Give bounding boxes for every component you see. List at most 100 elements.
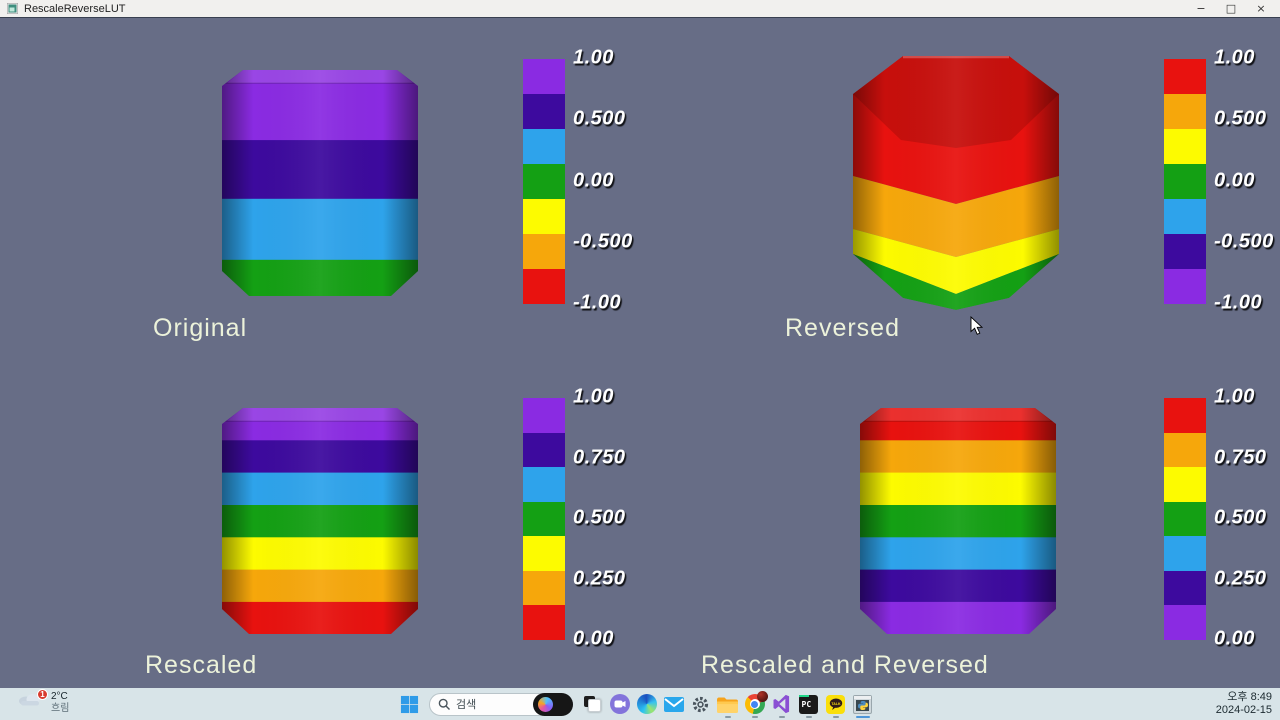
minimize-button[interactable]: − xyxy=(1196,2,1206,15)
renderer-rescaled[interactable]: 1.00 0.750 0.500 0.250 0.00 Rescaled xyxy=(0,353,640,688)
scalar-bar-tick: 0.00 xyxy=(1214,627,1255,650)
corner-label-original: Original xyxy=(153,314,248,342)
running-indicator xyxy=(855,715,870,718)
scalar-bar-rescaled-reversed: 1.00 0.750 0.500 0.250 0.00 xyxy=(1164,386,1266,650)
scalar-bar-color-violet xyxy=(1164,269,1206,304)
scalar-bar-blocks xyxy=(523,398,565,641)
search-placeholder: 검색 xyxy=(456,699,477,711)
scalar-bar-blocks xyxy=(523,59,565,304)
scalar-bar-tick: 0.250 xyxy=(573,567,626,590)
clock-time: 오후 8:49 xyxy=(1227,691,1272,703)
scalar-bar-color-indigo xyxy=(523,94,565,129)
taskbar-clock[interactable]: 오후 8:49 2024-02-15 xyxy=(1216,691,1272,717)
weather-condition: 흐림 xyxy=(51,703,70,714)
start-button[interactable] xyxy=(396,689,423,719)
cylinder-rescaled-reversed[interactable] xyxy=(860,408,1056,639)
scalar-bar-color-yellow xyxy=(523,199,565,234)
scalar-bar-color-blue xyxy=(523,467,565,502)
corner-label-reversed: Reversed xyxy=(785,314,900,342)
scalar-bar-color-blue xyxy=(1164,199,1206,234)
scalar-bar-blocks xyxy=(1164,59,1206,304)
maximize-button[interactable]: □ xyxy=(1225,2,1237,15)
cloud-icon xyxy=(19,694,40,706)
taskbar: 1 2°C 흐림 검색 xyxy=(0,688,1280,720)
scalar-bar-tick: 1.00 xyxy=(1214,46,1255,69)
visual-studio-icon[interactable] xyxy=(768,689,795,719)
chrome-icon[interactable] xyxy=(741,689,768,719)
scalar-bar-color-green xyxy=(523,501,565,537)
app-icon xyxy=(7,3,18,14)
scalar-bar-blocks xyxy=(1164,398,1206,641)
running-indicator xyxy=(832,715,839,718)
edge-icon[interactable] xyxy=(633,689,660,719)
running-indicator xyxy=(805,715,812,718)
renderer-original[interactable]: 1.00 0.500 0.00 -0.500 -1.00 Original xyxy=(0,18,640,353)
windows-logo-icon xyxy=(400,695,419,713)
settings-icon[interactable] xyxy=(687,689,714,719)
scalar-bar-tick: 0.500 xyxy=(573,506,626,529)
scalar-bar-color-violet xyxy=(1164,605,1206,641)
svg-text:TALK: TALK xyxy=(831,701,841,705)
scalar-bar-tick: 0.500 xyxy=(1214,506,1267,529)
python-console-icon[interactable] xyxy=(849,689,876,719)
scalar-bar-tick: -1.00 xyxy=(1214,291,1263,314)
scalar-bar-color-red xyxy=(1164,398,1206,433)
scalar-bar-tick: -0.500 xyxy=(573,230,633,253)
scalar-bar-color-orange xyxy=(523,234,565,269)
scalar-bar-color-blue xyxy=(523,129,565,164)
taskbar-apps: PC TALK xyxy=(579,689,876,719)
pycharm-icon[interactable]: PC xyxy=(795,689,822,719)
scalar-bar-rescaled: 1.00 0.750 0.500 0.250 0.00 xyxy=(523,386,625,650)
scalar-bar-color-yellow xyxy=(1164,129,1206,164)
scalar-bar-color-indigo xyxy=(1164,570,1206,606)
copilot-button[interactable] xyxy=(533,692,573,716)
scalar-bar-reversed: 1.00 0.500 0.00 -0.500 -1.00 xyxy=(1164,47,1273,314)
scalar-bar-color-violet xyxy=(523,398,565,433)
running-indicator xyxy=(724,715,731,718)
scalar-bar-tick: 0.750 xyxy=(573,446,626,469)
chat-icon[interactable] xyxy=(606,689,633,719)
scalar-bar-tick: 1.00 xyxy=(1214,385,1255,408)
renderer-rescaled-reversed[interactable]: 1.00 0.750 0.500 0.250 0.00 Rescaled and Rev… xyxy=(640,353,1280,688)
scalar-bar-color-orange xyxy=(1164,94,1206,129)
scalar-bar-color-green xyxy=(1164,501,1206,537)
close-button[interactable]: × xyxy=(1256,2,1266,15)
scalar-bar-tick: 0.500 xyxy=(1214,107,1267,130)
scalar-bar-color-green xyxy=(1164,164,1206,199)
cylinder-reversed[interactable] xyxy=(851,54,1061,319)
scalar-bar-tick: 0.00 xyxy=(1214,169,1255,192)
cylinder-original[interactable] xyxy=(222,70,418,301)
running-indicator xyxy=(778,715,785,718)
running-indicator xyxy=(751,715,758,718)
weather-temperature: 2°C xyxy=(51,691,68,702)
scalar-bar-color-indigo xyxy=(523,432,565,468)
scalar-bar-color-yellow xyxy=(523,536,565,571)
file-explorer-icon[interactable] xyxy=(714,689,741,719)
weather-widget[interactable]: 1 2°C 흐림 xyxy=(18,689,70,715)
render-window: 1.00 0.500 0.00 -0.500 -1.00 Original 1.00 0.… xyxy=(0,17,1280,688)
kakaotalk-icon[interactable]: TALK xyxy=(822,689,849,719)
scalar-bar-color-violet xyxy=(523,59,565,94)
scalar-bar-tick: 1.00 xyxy=(573,385,614,408)
search-input[interactable]: 검색 xyxy=(429,692,573,716)
scalar-bar-color-indigo xyxy=(1164,234,1206,269)
scalar-bar-color-green xyxy=(523,164,565,199)
scalar-bar-color-blue xyxy=(1164,536,1206,571)
task-view-icon[interactable] xyxy=(579,689,606,719)
corner-label-rescaled: Rescaled xyxy=(145,651,258,679)
copilot-icon xyxy=(538,696,553,712)
renderer-reversed[interactable]: 1.00 0.500 0.00 -0.500 -1.00 Reversed xyxy=(640,18,1280,353)
window-titlebar[interactable]: RescaleReverseLUT − □ × xyxy=(0,0,1280,17)
scalar-bar-color-red xyxy=(523,269,565,304)
scalar-bar-tick: 0.500 xyxy=(573,107,626,130)
scalar-bar-tick: 0.250 xyxy=(1214,567,1267,590)
clock-date: 2024-02-15 xyxy=(1215,704,1272,716)
search-icon xyxy=(438,698,450,710)
corner-label-rescaled-reversed: Rescaled and Reversed xyxy=(701,651,989,679)
scalar-bar-color-red xyxy=(1164,59,1206,94)
cylinder-rescaled[interactable] xyxy=(222,408,418,639)
scalar-bar-color-orange xyxy=(1164,432,1206,468)
mail-icon[interactable] xyxy=(660,689,687,719)
scalar-bar-color-red xyxy=(523,605,565,641)
